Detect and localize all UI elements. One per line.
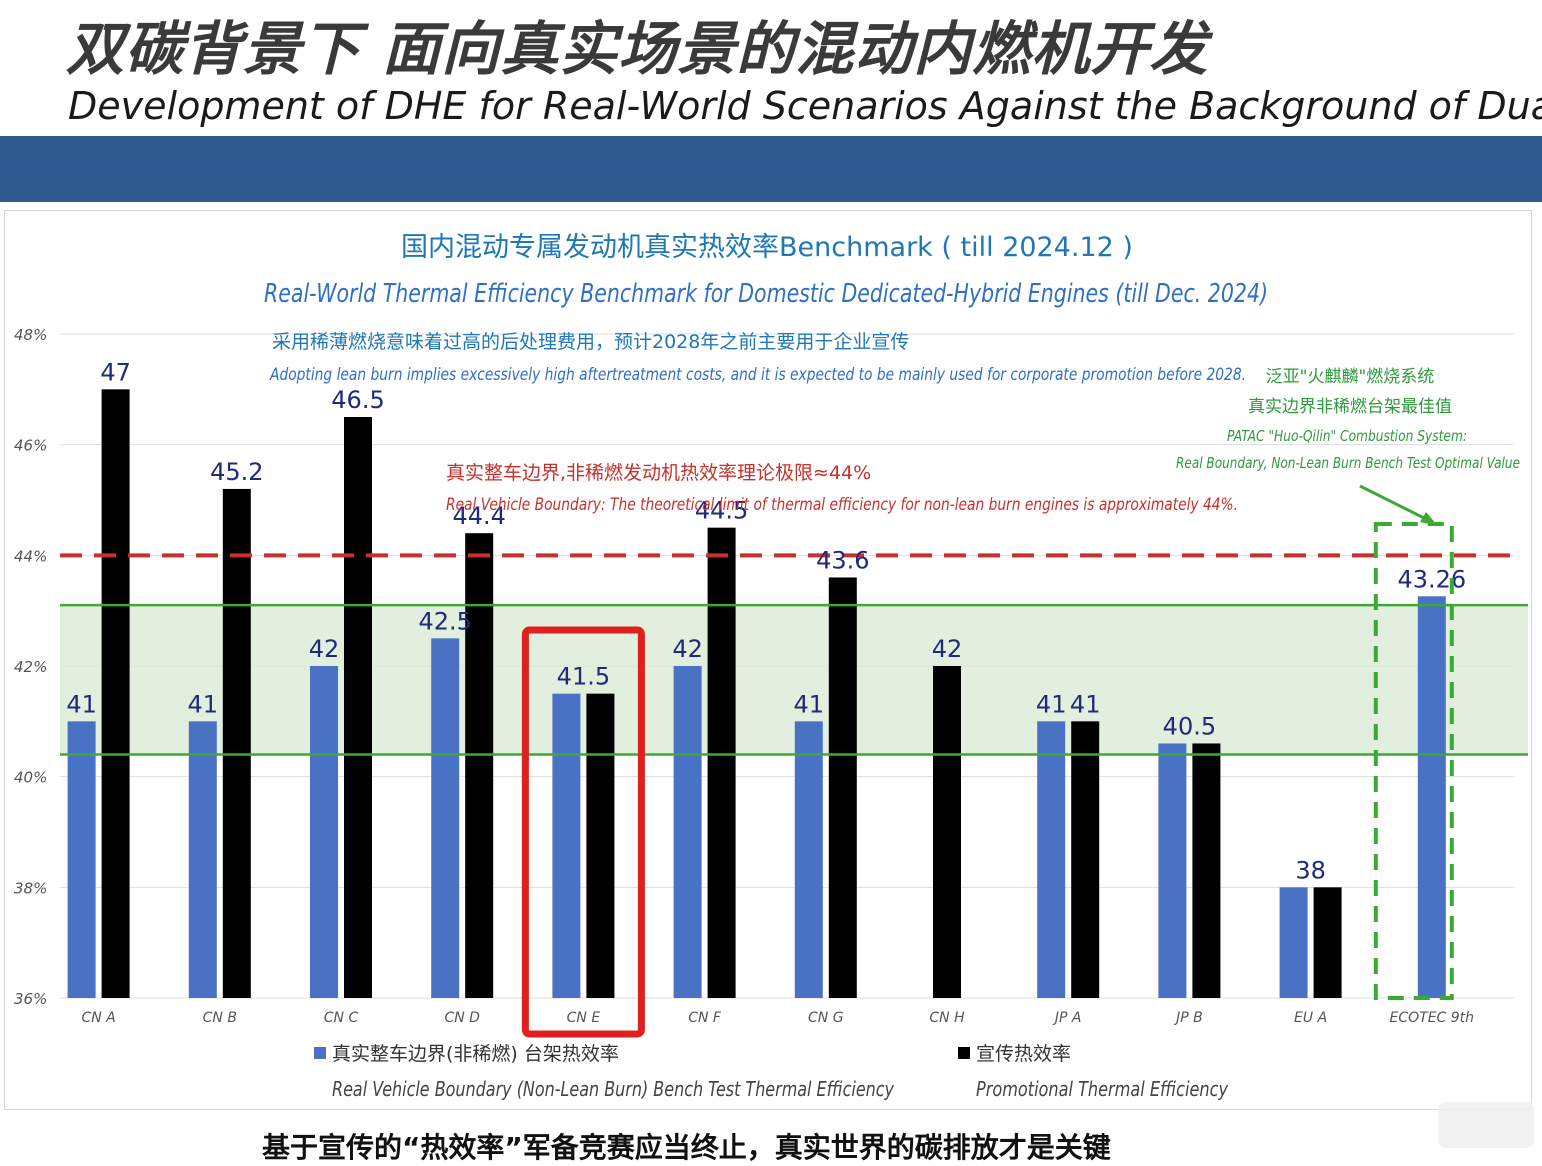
legend-swatch-promotional: [958, 1047, 970, 1059]
bar-boundary-cn-f: [673, 666, 702, 998]
footer-statement: 基于宣传的“热效率”军备竞赛应当终止，真实世界的碳排放才是关键: [262, 1131, 1111, 1164]
y-tick-label: 40%: [14, 769, 47, 787]
data-labels: 41 47 41 45.2 42 46.5 42.5 44.4 41.5 42 44.5 41 43.6…: [66, 358, 1466, 884]
data-label-boundary: 42: [672, 635, 703, 663]
bar-promotional-cn-f: [707, 527, 736, 998]
y-axis-ticks: 36% 38% 40% 42% 44% 46% 48%: [14, 326, 47, 1008]
annotation-patac-en-2: Real Boundary, Non-Lean Burn Bench Test …: [1176, 454, 1520, 472]
data-label-boundary: 41: [66, 690, 97, 718]
bar-promotional-cn-b: [222, 488, 251, 998]
bar-series: [67, 389, 1446, 998]
bar-boundary-jp-a: [1037, 721, 1066, 998]
data-label-promotional: 42: [932, 635, 963, 663]
chart-title-en: Real-World Thermal Efficiency Benchmark …: [264, 279, 1268, 309]
bar-promotional-cn-d: [465, 533, 494, 998]
chart-title-zh: 国内混动专属发动机真实热效率Benchmark ( till 2024.12 ): [401, 232, 1133, 263]
bar-promotional-cn-g: [828, 577, 857, 998]
dashed-box-ecotec: [1373, 522, 1454, 1000]
data-label-boundary: 42: [309, 635, 340, 663]
y-tick-label: 44%: [14, 547, 47, 565]
y-tick-label: 36%: [14, 990, 47, 1008]
x-tick-label: CN H: [929, 1010, 965, 1026]
x-tick-label: CN F: [688, 1010, 722, 1026]
highlight-box-cn-e: [521, 626, 645, 1038]
x-tick-label: EU A: [1294, 1010, 1327, 1026]
bar-boundary-cn-a: [67, 721, 96, 998]
data-label-promotional: 47: [100, 358, 131, 386]
annotation-arrow: [1359, 484, 1433, 524]
annotation-patac-zh-2: 真实边界非稀燃台架最佳值: [1248, 397, 1452, 417]
bar-promotional-jp-b: [1192, 743, 1221, 998]
bar-boundary-cn-g: [794, 721, 823, 998]
bar-promotional-cn-c: [344, 417, 372, 998]
x-tick-label: CN C: [324, 1010, 359, 1026]
watermark-overlay: [1438, 1102, 1534, 1148]
data-label-boundary: 42.5: [418, 607, 471, 635]
data-label-promotional: 41: [1070, 690, 1101, 718]
bar-promotional-jp-a: [1071, 721, 1100, 998]
data-label-promotional: 45.2: [210, 458, 263, 486]
x-tick-label: CN B: [203, 1010, 237, 1026]
annotation-limit-en: Real Vehicle Boundary: The theoretical l…: [446, 495, 1238, 515]
header-band: [0, 136, 1542, 202]
y-tick-label: 38%: [14, 879, 47, 897]
annotation-limit-zh: 真实整车边界,非稀燃发动机热效率理论极限≈44%: [446, 462, 871, 484]
page-title-zh: 双碳背景下 面向真实场景的混动内燃机开发: [66, 15, 1209, 83]
data-label-promotional: 46.5: [331, 386, 384, 414]
data-label-promotional: 44.5: [695, 497, 748, 525]
annotation-lean-zh: 采用稀薄燃烧意味着过高的后处理费用，预计2028年之前主要用于企业宣传: [272, 331, 909, 353]
bar-boundary-cn-b: [188, 721, 217, 998]
bar-boundary-ecotec-9th: [1417, 596, 1446, 998]
x-axis-ticks: CN A CN B CN C CN D CN E CN F CN G CN H JP A JP B…: [81, 1010, 1474, 1026]
legend-label-boundary-en: Real Vehicle Boundary (Non-Lean Burn) Be…: [332, 1077, 895, 1101]
bar-boundary-jp-b: [1158, 743, 1187, 998]
data-label-boundary: 43.26: [1397, 565, 1466, 593]
band-fill: [60, 605, 1528, 755]
bar-boundary-cn-c: [310, 666, 338, 998]
y-tick-label: 42%: [14, 658, 47, 676]
x-tick-label: CN E: [567, 1010, 601, 1026]
bar-boundary-cn-d: [431, 638, 460, 998]
data-label-boundary: 38: [1295, 856, 1326, 884]
page-title-en: Development of DHE for Real-World Scenar…: [68, 84, 1542, 128]
legend-swatch-boundary: [314, 1047, 326, 1059]
x-tick-label: ECOTEC 9th: [1390, 1010, 1475, 1026]
x-tick-label: JP A: [1052, 1010, 1082, 1026]
legend-label-boundary-zh: 真实整车边界(非稀燃) 台架热效率: [332, 1043, 619, 1065]
band-edges: [60, 603, 1528, 756]
bar-promotional-cn-e: [586, 693, 615, 998]
bar-boundary-cn-e: [552, 693, 581, 998]
annotation-patac-en-1: PATAC "Huo-Qilin" Combustion System:: [1227, 427, 1467, 445]
annotation-arrow-head: [1420, 512, 1438, 526]
x-tick-label: CN D: [444, 1010, 480, 1026]
y-tick-label: 48%: [14, 326, 47, 344]
bar-promotional-cn-h: [933, 666, 961, 998]
legend-label-promotional-zh: 宣传热效率: [976, 1043, 1071, 1065]
data-label-boundary: 41: [188, 690, 219, 718]
bar-boundary-eu-a: [1279, 887, 1308, 998]
x-tick-label: JP B: [1173, 1010, 1203, 1026]
data-label-promotional: 43.6: [816, 546, 869, 574]
bar-promotional-cn-a: [101, 389, 130, 998]
annotation-lean-en: Adopting lean burn implies excessively h…: [269, 365, 1246, 385]
data-label-boundary: 41: [1036, 690, 1067, 718]
legend-label-promotional-en: Promotional Thermal Efficiency: [976, 1077, 1229, 1101]
highlight-boxes: [521, 522, 1454, 1038]
annotation-patac-zh-1: 泛亚"火麒麟"燃烧系统: [1266, 367, 1435, 387]
data-label-boundary: 41.5: [557, 663, 610, 691]
data-label-promotional: 44.4: [452, 502, 505, 530]
efficiency-band: [60, 605, 1528, 755]
data-label-boundary: 40.5: [1163, 712, 1216, 740]
y-tick-label: 46%: [14, 437, 47, 455]
data-label-boundary: 41: [794, 690, 825, 718]
x-tick-label: CN A: [81, 1010, 115, 1026]
x-tick-label: CN G: [808, 1010, 844, 1026]
bar-promotional-eu-a: [1313, 887, 1342, 998]
